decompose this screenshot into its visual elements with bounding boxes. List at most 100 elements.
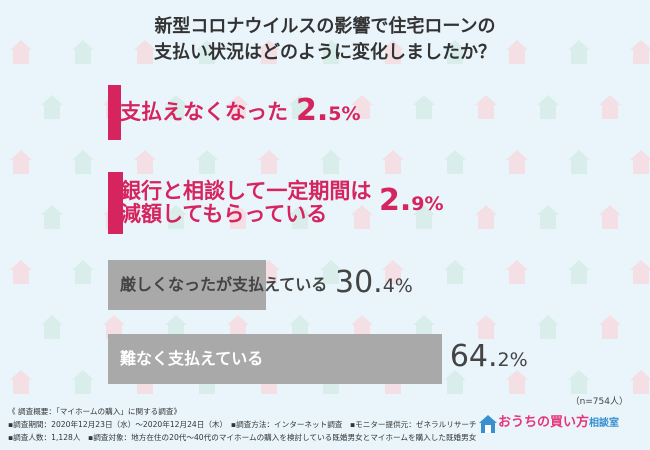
- bg-house-icon: [320, 40, 342, 64]
- bar-label-line: 銀行と相談して一定期間は: [120, 179, 372, 203]
- bg-house-icon: [444, 150, 466, 174]
- bar-label-line: 難なく支払えている: [120, 349, 264, 368]
- bg-house-icon: [444, 370, 466, 394]
- bg-house-icon: [289, 315, 311, 339]
- bar-label-2: 銀行と相談して一定期間は 減額してもらっている: [120, 180, 371, 226]
- bg-house-icon: [382, 40, 404, 64]
- bar-label-line: 支払えなくなった: [120, 100, 288, 124]
- bg-house-icon: [382, 260, 404, 284]
- bar-label-line: 厳しくなったが支払えている: [120, 275, 328, 294]
- bg-house-icon: [568, 370, 590, 394]
- bg-house-icon: [568, 150, 590, 174]
- value-int: 2.: [296, 92, 329, 128]
- value-int: 64.: [449, 339, 498, 374]
- bg-house-icon: [351, 95, 373, 119]
- bg-house-icon: [475, 95, 497, 119]
- bg-house-icon: [630, 40, 650, 64]
- survey-target-line: ▪調査人数：1,128人 ▪調査対象：地方在住の20代～40代のマイホームの購入…: [8, 433, 477, 442]
- bg-house-icon: [72, 40, 94, 64]
- bg-house-icon: [630, 260, 650, 284]
- bg-house-icon: [444, 260, 466, 284]
- title-line-1: 新型コロナウイルスの影響で住宅ローンの: [154, 16, 496, 37]
- chart-title: 新型コロナウイルスの影響で住宅ローンの 支払い状況はどのように変化しましたか？: [0, 14, 650, 66]
- bar-2: [108, 172, 124, 234]
- bg-house-icon: [599, 95, 621, 119]
- bg-house-icon: [320, 150, 342, 174]
- bg-house-icon: [475, 315, 497, 339]
- bar-label-line: 減額してもらっている: [120, 202, 328, 226]
- bg-house-icon: [165, 95, 187, 119]
- bg-house-icon: [196, 40, 218, 64]
- bg-house-icon: [41, 205, 63, 229]
- brand-logo-sub: 相談室: [589, 418, 620, 429]
- bg-house-icon: [10, 260, 32, 284]
- survey-summary-title: 《 調査概要：「マイホームの購入」に関する調査》: [8, 407, 182, 416]
- bg-house-icon: [630, 370, 650, 394]
- bar-4: [108, 334, 442, 384]
- bg-house-icon: [134, 150, 156, 174]
- bg-house-icon: [630, 150, 650, 174]
- bar-3: [108, 260, 267, 310]
- bg-house-icon: [537, 315, 559, 339]
- bg-house-icon: [10, 150, 32, 174]
- bg-house-icon: [475, 205, 497, 229]
- bar-value-2: 2.9%: [379, 183, 444, 218]
- bg-house-icon: [413, 95, 435, 119]
- bg-house-icon: [568, 40, 590, 64]
- bg-house-icon: [72, 260, 94, 284]
- bg-house-icon: [599, 205, 621, 229]
- bg-house-icon: [599, 315, 621, 339]
- bg-house-icon: [351, 315, 373, 339]
- value-int: 2.: [379, 183, 412, 218]
- value-dec: 5%: [328, 102, 361, 125]
- bar-label-4: 難なく支払えている: [120, 350, 263, 368]
- bar-label-3: 厳しくなったが支払えている: [120, 276, 327, 294]
- bar-value-4: 64.2%: [450, 339, 528, 374]
- bg-house-icon: [506, 40, 528, 64]
- value-dec: 9%: [411, 193, 444, 215]
- bar-value-1: 2.5%: [296, 93, 361, 128]
- bg-house-icon: [537, 205, 559, 229]
- bg-house-icon: [165, 205, 187, 229]
- bar-label-1: 支払えなくなった: [120, 101, 288, 124]
- bg-house-icon: [72, 150, 94, 174]
- bg-house-icon: [41, 95, 63, 119]
- value-dec: 2%: [497, 349, 528, 371]
- bg-house-icon: [320, 260, 342, 284]
- bg-house-icon: [506, 260, 528, 284]
- bar-1: [108, 85, 121, 140]
- bg-house-icon: [10, 370, 32, 394]
- bg-house-icon: [165, 315, 187, 339]
- value-dec: 4%: [382, 275, 413, 297]
- house-logo-icon: [479, 415, 497, 433]
- bg-house-icon: [537, 95, 559, 119]
- brand-logo-main: おうちの買い方: [498, 415, 590, 430]
- bg-house-icon: [289, 205, 311, 229]
- bg-house-icon: [10, 40, 32, 64]
- sample-size-note: （n=754人）: [570, 397, 628, 407]
- value-int: 30.: [335, 265, 383, 300]
- bg-house-icon: [444, 40, 466, 64]
- brand-logo: おうちの買い方相談室: [498, 413, 619, 434]
- bg-house-icon: [227, 205, 249, 229]
- title-line-2: 支払い状況はどのように変化しましたか？: [154, 42, 496, 63]
- bg-house-icon: [568, 260, 590, 284]
- bg-house-icon: [258, 40, 280, 64]
- bar-value-3: 30.4%: [335, 265, 413, 300]
- bg-house-icon: [413, 315, 435, 339]
- bg-house-icon: [289, 95, 311, 119]
- bg-house-icon: [506, 150, 528, 174]
- survey-period-line: ▪調査期間：2020年12月23日（水）～2020年12月24日（木） ▪調査方…: [8, 420, 477, 429]
- bg-house-icon: [227, 95, 249, 119]
- bg-house-icon: [72, 370, 94, 394]
- bg-house-icon: [413, 205, 435, 229]
- bg-house-icon: [196, 150, 218, 174]
- bg-house-icon: [103, 315, 125, 339]
- bg-house-icon: [258, 150, 280, 174]
- bg-house-icon: [506, 370, 528, 394]
- bg-house-icon: [41, 315, 63, 339]
- bg-house-icon: [351, 205, 373, 229]
- bg-house-icon: [382, 150, 404, 174]
- bg-house-icon: [227, 315, 249, 339]
- bg-house-icon: [134, 40, 156, 64]
